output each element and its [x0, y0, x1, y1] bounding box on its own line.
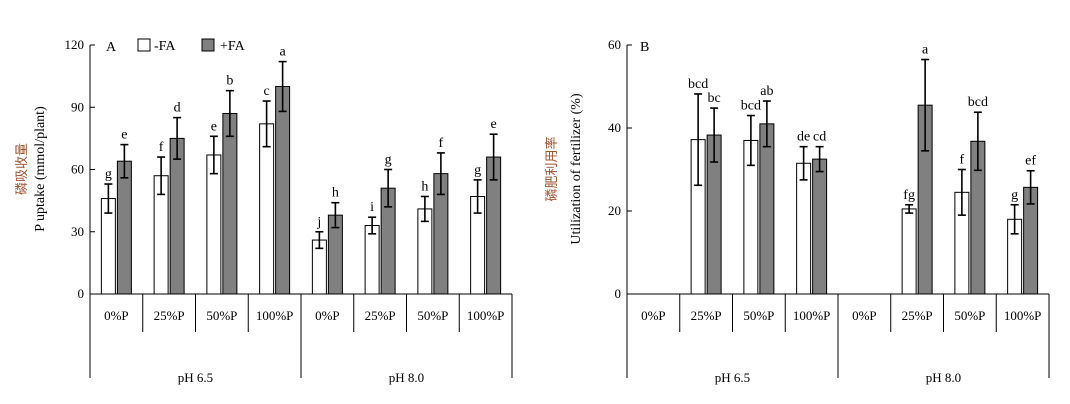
chart-a-significance-letter: b — [226, 74, 233, 89]
chart-a-bar-minus-fa — [206, 154, 222, 295]
chart-a-bar-plus-fa — [116, 160, 132, 295]
chart-b-category-label: 100%P — [1004, 308, 1042, 323]
chart-a-category-label: 0%P — [104, 308, 129, 323]
chart-a-bar-minus-fa — [364, 225, 380, 295]
chart-b-category-label: 0%P — [852, 308, 877, 323]
chart-b-ytick-label: 20 — [608, 203, 621, 218]
chart-a-category-label: 50%P — [417, 308, 448, 323]
chart-b-group-label: pH 6.5 — [715, 370, 750, 385]
chart-b-ytick-label: 60 — [608, 37, 621, 52]
chart-b-category-label: 25%P — [691, 308, 722, 323]
chart-b-significance-letter: cd — [813, 130, 826, 145]
chart-a-significance-letter: f — [439, 136, 444, 151]
chart-b-category-label: 25%P — [902, 308, 933, 323]
chart-a-significance-letter: e — [211, 119, 217, 134]
chart-b-significance-letter: ef — [1025, 154, 1036, 169]
chart-b-plot: 0 20 40 60 0%P 25%P 50%P 100%P 0%P 25%P 50%P 100%P p… — [608, 37, 1050, 385]
legend-minus-label: -FA — [154, 39, 176, 54]
chart-b-significance-letter: g — [1011, 188, 1018, 203]
chart-b-category-label: 0%P — [641, 308, 666, 323]
chart-b-significance-letter: fg — [903, 188, 915, 203]
chart-a-ytick-label: 0 — [78, 286, 85, 301]
panel-a-ylabel-cn: 磷吸收量 — [15, 143, 30, 195]
chart-b-category-label: 50%P — [743, 308, 774, 323]
chart-b-significance-letter: bc — [708, 91, 721, 106]
chart-a-significance-letter: g — [105, 167, 112, 182]
chart-b-significance-letter: bcd — [968, 95, 988, 110]
chart-a-category-label: 50%P — [206, 308, 237, 323]
chart-a-category-label: 100%P — [256, 308, 294, 323]
chart-a-significance-letter: d — [174, 101, 181, 116]
chart-a-significance-letter: g — [385, 153, 392, 168]
chart-b-ytick-label: 0 — [615, 286, 622, 301]
chart-a-bar-plus-fa — [169, 137, 185, 295]
chart-b-group-label: pH 8.0 — [926, 370, 961, 385]
chart-a-bar-plus-fa — [275, 86, 291, 295]
chart-a-category-label: 0%P — [315, 308, 340, 323]
chart-b-bar-plus-fa — [759, 123, 775, 295]
panel-b-ylabel-en: Utilization of fertilizer (%) — [569, 93, 584, 245]
chart-a-group-label: pH 6.5 — [178, 370, 213, 385]
chart-a-significance-letter: e — [121, 128, 127, 143]
chart-a-category-label: 100%P — [467, 308, 505, 323]
chart-a-significance-letter: c — [264, 84, 270, 99]
panel-a-letter: A — [106, 40, 117, 55]
legend-minus-swatch — [137, 38, 151, 52]
chart-a-significance-letter: i — [370, 200, 374, 215]
chart-b-significance-letter: a — [922, 43, 929, 58]
chart-b-significance-letter: f — [960, 153, 965, 168]
chart-a-category-label: 25%P — [154, 308, 185, 323]
panel-b-letter: B — [640, 40, 649, 55]
chart-a-significance-letter: h — [421, 179, 428, 194]
chart-a-ytick-label: 90 — [71, 99, 84, 114]
chart-a-significance-letter: j — [316, 215, 321, 230]
chart-a-bar-minus-fa — [259, 123, 275, 295]
chart-a-plot: 0 30 60 90 120 0%P 25%P 50%P 100%P 0%P 25%P 50%P 100… — [65, 37, 513, 385]
chart-b-significance-letter: de — [797, 130, 810, 145]
chart-a-ytick-label: 120 — [65, 37, 85, 52]
chart-a-group-label: pH 8.0 — [389, 370, 424, 385]
chart-b-ytick-label: 40 — [608, 120, 621, 135]
chart-a-significance-letter: g — [474, 163, 481, 178]
chart-a-significance-letter: f — [159, 140, 164, 155]
chart-a-significance-letter: a — [280, 45, 287, 60]
chart-b-category-label: 100%P — [793, 308, 831, 323]
chart-b-bar-minus-fa — [901, 208, 917, 295]
legend-plus-label: +FA — [220, 39, 246, 54]
chart-a-ytick-label: 30 — [71, 224, 84, 239]
chart-b-significance-letter: ab — [760, 84, 773, 99]
chart-b-bar-plus-fa — [812, 158, 828, 295]
chart-b-bar-minus-fa — [796, 162, 812, 295]
chart-b-significance-letter: bcd — [741, 99, 761, 114]
chart-a-significance-letter: h — [332, 186, 339, 201]
chart-b-significance-letter: bcd — [688, 77, 708, 92]
panel-b-ylabel-cn: 磷肥利用率 — [544, 136, 560, 201]
chart-b-category-label: 50%P — [954, 308, 985, 323]
legend-plus-swatch — [201, 38, 215, 52]
chart-a-category-label: 25%P — [365, 308, 396, 323]
chart-a-significance-letter: e — [491, 117, 497, 132]
chart-a-ytick-label: 60 — [71, 162, 84, 177]
panel-a-ylabel-en: P uptake (mmol/plant) — [33, 106, 48, 232]
chart-a-bar-plus-fa — [222, 112, 238, 295]
